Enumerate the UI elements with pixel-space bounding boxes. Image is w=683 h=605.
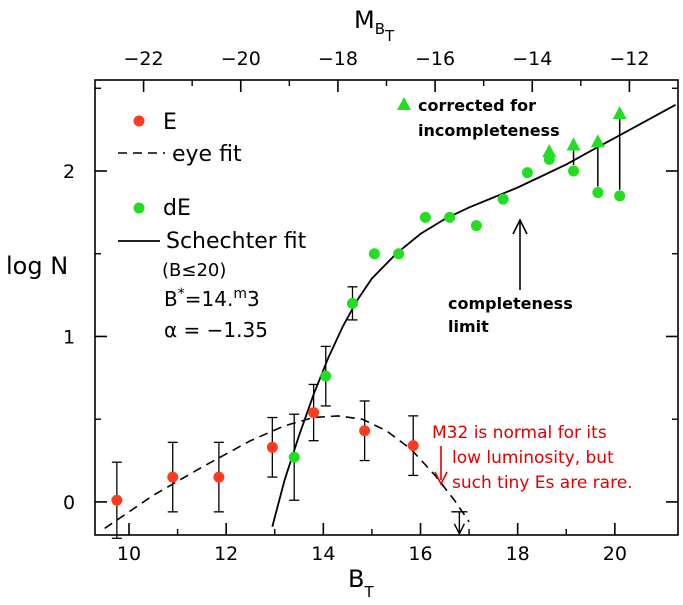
de-point <box>419 211 431 223</box>
y-axis-title: log N <box>6 252 68 280</box>
top-tick-label: −12 <box>609 48 649 70</box>
x-axis-title: BT <box>348 565 374 601</box>
y-tick-label: 1 <box>63 326 75 348</box>
corrected-points <box>542 106 627 158</box>
legend-de-label: dE <box>163 196 191 221</box>
m32-note-line1: M32 is normal for its <box>432 423 607 443</box>
de-point <box>444 211 456 223</box>
m32-note-line3: such tiny Es are rare. <box>452 473 633 493</box>
x-tick-label: 16 <box>408 543 432 565</box>
x-tick-label: 20 <box>603 543 627 565</box>
de-point <box>614 190 626 202</box>
legend: E eye fit dE Schechter fit (B≤20) B*=14.… <box>118 110 307 342</box>
legend-de-marker <box>133 202 145 214</box>
de-point <box>320 370 332 382</box>
y-axis-ticks: 0 1 2 <box>63 87 678 514</box>
e-points <box>111 407 419 506</box>
top-tick-label: −20 <box>221 48 261 70</box>
legend-bstar-value: B*=14.m3 <box>164 286 260 311</box>
corrected-point <box>566 137 581 151</box>
corrected-point <box>542 144 557 158</box>
top-tick-label: −14 <box>512 48 552 70</box>
x-tick-label: 14 <box>311 543 335 565</box>
top-tick-label: −16 <box>415 48 455 70</box>
de-point <box>470 220 482 232</box>
e-point <box>407 440 419 452</box>
corrected-label-line2: incompleteness <box>418 121 560 140</box>
de-point <box>368 248 380 260</box>
e-point <box>308 407 320 419</box>
e-point <box>266 441 278 453</box>
corrected-legend-marker <box>397 97 411 110</box>
de-point <box>497 193 509 205</box>
x-axis-ticks: 10 12 14 16 18 20 <box>117 523 627 565</box>
x-tick-label: 12 <box>214 543 238 565</box>
top-axis-ticks: −22 −20 −18 −16 −14 −12 <box>124 48 649 92</box>
de-point <box>288 451 300 463</box>
e-point <box>359 425 371 437</box>
top-tick-label: −22 <box>124 48 164 70</box>
e-point <box>167 471 179 483</box>
x-tick-label: 10 <box>117 543 141 565</box>
de-point <box>346 297 358 309</box>
annotations: corrected for incompleteness completenes… <box>397 96 633 493</box>
de-point <box>592 187 604 199</box>
de-point <box>521 167 533 179</box>
completeness-label-line2: limit <box>448 317 489 336</box>
legend-schechter-label: Schechter fit <box>166 229 307 254</box>
upper-limit-marker <box>451 511 468 536</box>
corrected-point <box>612 106 627 120</box>
legend-schechter-condition: (B≤20) <box>162 260 226 281</box>
de-point <box>568 165 580 177</box>
e-point <box>111 494 123 506</box>
corrected-point <box>590 134 605 148</box>
top-tick-label: −18 <box>318 48 358 70</box>
upper-limit-head <box>453 523 466 536</box>
completeness-arrow-head <box>512 218 528 235</box>
m32-note-line2: low luminosity, but <box>452 448 614 468</box>
x-tick-label: 18 <box>506 543 530 565</box>
legend-alpha-value: α = −1.35 <box>164 318 268 342</box>
corrected-label-line1: corrected for <box>418 96 536 115</box>
de-point <box>393 248 405 260</box>
eye-fit-curve <box>104 415 470 530</box>
legend-eye-fit-label: eye fit <box>172 142 242 167</box>
legend-e-marker <box>133 115 145 127</box>
y-tick-label: 2 <box>63 161 75 183</box>
m32-note-arrow-head <box>434 471 448 486</box>
e-point <box>213 471 225 483</box>
y-tick-label: 0 <box>63 492 75 514</box>
top-axis-title: MBT <box>354 6 395 45</box>
completeness-label-line1: completeness <box>448 294 573 313</box>
legend-e-label: E <box>163 110 177 135</box>
